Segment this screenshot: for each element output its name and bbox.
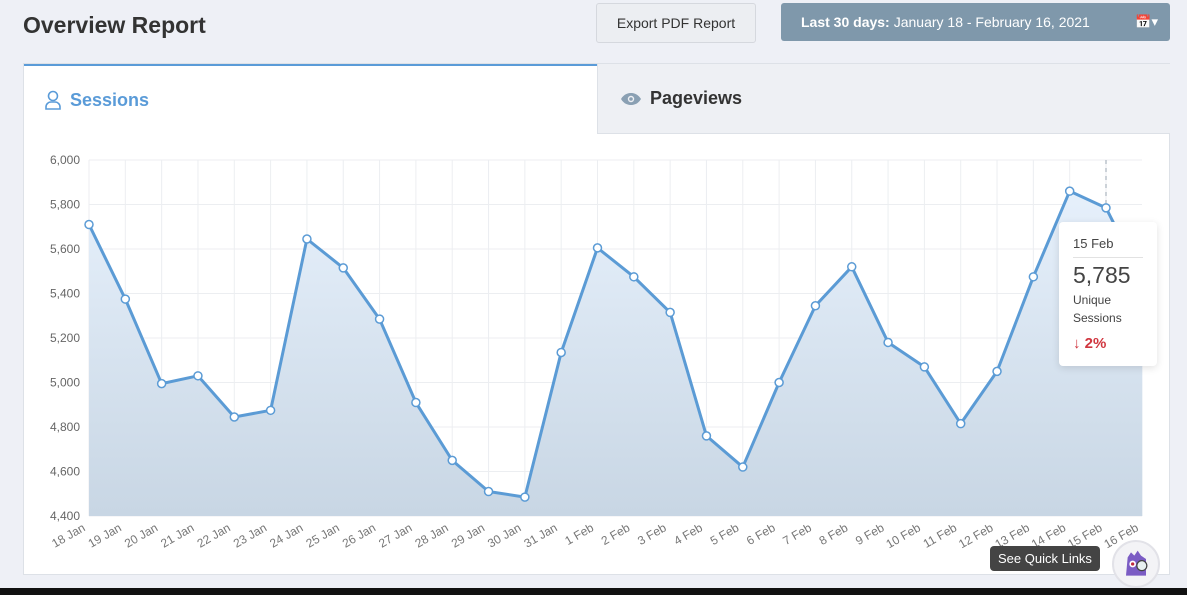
page-title: Overview Report (23, 12, 206, 38)
y-tick-label: 5,800 (50, 198, 80, 212)
x-tick-label: 31 Jan (521, 520, 559, 550)
y-tick-label: 5,600 (50, 242, 80, 256)
data-point (992, 366, 1002, 377)
tooltip-date: 15 Feb (1073, 236, 1143, 258)
tab-pageviews-label: Pageviews (650, 88, 743, 108)
x-tick-label: 9 Feb (853, 520, 887, 548)
x-tick-label: 1 Feb (562, 520, 596, 548)
y-tick-label: 4,400 (50, 509, 80, 523)
x-tick-label: 20 Jan (122, 520, 160, 550)
user-icon (45, 90, 61, 110)
data-point (556, 347, 566, 358)
data-point (629, 272, 639, 282)
data-point (847, 262, 857, 272)
x-tick-label: 29 Jan (449, 520, 487, 550)
x-tick-label: 6 Feb (744, 520, 778, 548)
data-point (193, 371, 203, 381)
x-tick-label: 11 Feb (921, 520, 960, 551)
data-point (810, 300, 821, 311)
tab-sessions[interactable]: Sessions (24, 64, 597, 134)
data-point (302, 234, 312, 244)
x-tick-label: 7 Feb (780, 520, 814, 548)
x-tick-label: 2 Feb (599, 520, 633, 548)
tooltip-change: ↓ 2% (1073, 335, 1143, 352)
y-tick-label: 6,000 (50, 153, 80, 167)
tooltip-label: Unique Sessions (1073, 293, 1122, 325)
x-tick-label: 10 Feb (884, 520, 924, 551)
arrow-down-icon: ↓ (1073, 335, 1081, 352)
data-point (483, 486, 494, 497)
data-point (447, 455, 457, 466)
data-point (592, 243, 603, 253)
calendar-dropdown-icon: 📅▾ (1135, 14, 1158, 29)
data-point (229, 412, 240, 422)
quick-links-button[interactable] (1112, 540, 1160, 588)
date-range-picker[interactable]: Last 30 days: January 18 - February 16, … (781, 3, 1170, 41)
x-tick-label: 30 Jan (485, 520, 523, 550)
x-tick-label: 21 Jan (158, 520, 196, 550)
date-range-prefix: Last 30 days: (801, 14, 890, 30)
x-tick-label: 4 Feb (671, 520, 705, 548)
data-point (265, 405, 276, 416)
data-point (883, 337, 893, 348)
x-tick-label: 24 Jan (267, 520, 305, 550)
x-tick-label: 18 Jan (49, 520, 87, 550)
data-point (665, 307, 675, 318)
data-point (411, 397, 421, 408)
data-point (1064, 186, 1075, 196)
x-tick-label: 28 Jan (413, 520, 451, 550)
date-range-value: January 18 - February 16, 2021 (893, 14, 1090, 30)
quick-links-tooltip: See Quick Links (990, 546, 1100, 571)
data-point (374, 314, 385, 324)
x-tick-label: 3 Feb (635, 520, 669, 548)
series-line (87, 189, 1144, 499)
y-tick-label: 4,800 (50, 420, 80, 434)
data-point (338, 263, 348, 273)
data-point (84, 219, 94, 230)
tab-pageviews[interactable]: Pageviews (597, 64, 1170, 134)
mascot-icon (1126, 550, 1148, 576)
y-tick-label: 5,200 (50, 331, 80, 345)
data-point (955, 418, 966, 429)
data-point (774, 377, 784, 388)
x-tick-label: 22 Jan (195, 520, 233, 550)
data-point (738, 462, 748, 472)
x-tick-label: 23 Jan (231, 520, 269, 550)
y-tick-label: 4,600 (50, 465, 80, 479)
x-tick-label: 27 Jan (376, 520, 414, 550)
x-tick-label: 8 Feb (817, 520, 851, 548)
y-tick-label: 5,400 (50, 287, 80, 301)
data-point (156, 378, 167, 389)
data-point (1028, 272, 1039, 282)
eye-icon (621, 92, 641, 105)
x-tick-label: 25 Jan (304, 520, 342, 550)
tooltip-change-value: 2% (1084, 335, 1107, 352)
chart-tooltip: 15 Feb 5,785 Unique Sessions ↓ 2% (1059, 222, 1157, 366)
area-fill (89, 191, 1143, 516)
x-tick-label: 19 Jan (86, 520, 124, 550)
data-point (919, 362, 930, 372)
x-tick-label: 26 Jan (340, 520, 378, 550)
tab-sessions-label: Sessions (70, 89, 150, 110)
data-point (1101, 203, 1111, 213)
data-point (701, 431, 712, 441)
data-point (120, 294, 131, 304)
bottom-bar (0, 588, 1187, 595)
tooltip-value: 5,785 (1073, 262, 1131, 288)
x-tick-label: 5 Feb (708, 520, 742, 548)
data-point (520, 492, 530, 502)
export-pdf-button[interactable]: Export PDF Report (596, 3, 756, 43)
y-tick-label: 5,000 (50, 376, 80, 390)
